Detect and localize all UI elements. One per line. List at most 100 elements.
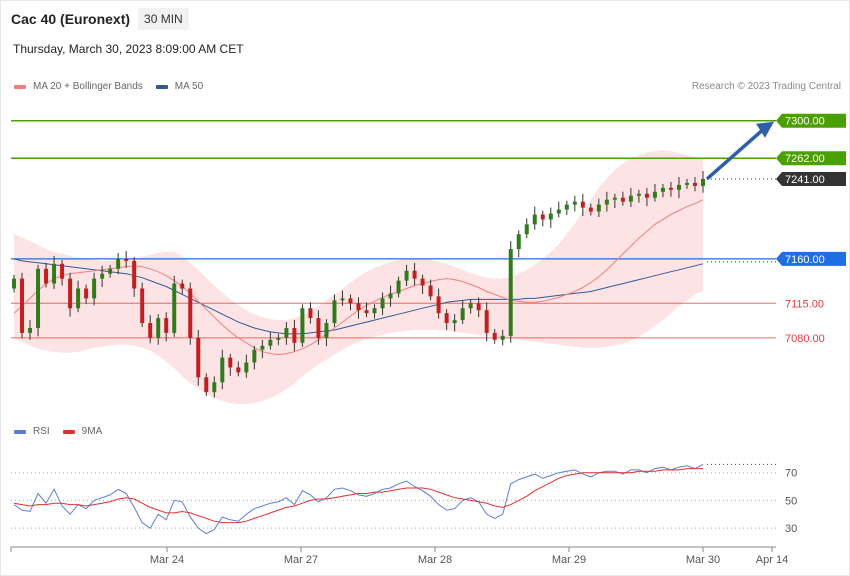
candle-body xyxy=(172,283,177,333)
candle-body xyxy=(620,197,625,202)
candle-body xyxy=(164,318,169,333)
rsi-level-label: 30 xyxy=(785,523,797,535)
level-tag xyxy=(776,251,846,266)
candle-body xyxy=(116,258,121,269)
rsi-legend: RSI 9MA xyxy=(14,426,115,437)
candle-body xyxy=(701,178,705,186)
candle-body xyxy=(444,313,449,324)
candle-body xyxy=(396,280,401,294)
candle-body xyxy=(68,278,73,309)
bollinger-band xyxy=(14,150,703,404)
credit-text: Research © 2023 Trading Central xyxy=(691,81,841,92)
x-tick-label: Mar 28 xyxy=(418,554,452,566)
level-label-7241.00: 7241.00 xyxy=(776,171,846,186)
level-tag-text: 7160.00 xyxy=(785,254,825,266)
x-tick-label: Mar 27 xyxy=(284,554,318,566)
candle-body xyxy=(124,258,129,261)
candle-body xyxy=(348,298,353,304)
candle-body xyxy=(228,357,233,368)
level-label-7115.00: 7115.00 xyxy=(785,298,824,310)
candle-body xyxy=(508,249,513,336)
candle-body xyxy=(372,308,377,314)
x-tick-label: Apr 14 xyxy=(756,554,788,566)
candle-body xyxy=(276,337,281,340)
candle-body xyxy=(332,300,337,324)
candle-body xyxy=(156,318,161,338)
candle-body xyxy=(204,377,209,393)
candle-body xyxy=(340,298,345,301)
projection-arrowhead xyxy=(756,121,774,138)
candle-body xyxy=(52,263,57,284)
rsi-9ma-line xyxy=(13,468,703,524)
legend-item-ma20: MA 20 + Bollinger Bands xyxy=(14,81,143,92)
level-label-7262.00: 7262.00 xyxy=(776,151,846,166)
legend-item-ma50: MA 50 xyxy=(155,81,203,92)
candle-body xyxy=(628,195,633,202)
candle-body xyxy=(524,224,529,235)
candle-body xyxy=(420,278,425,286)
rsi-swatch xyxy=(14,429,26,434)
candle-body xyxy=(484,310,489,333)
candle-body xyxy=(380,298,385,309)
candle-body xyxy=(588,207,593,212)
candle-body xyxy=(316,318,321,338)
candle-body xyxy=(476,303,481,311)
candle-body xyxy=(548,213,553,220)
candle-body xyxy=(460,308,465,321)
legend-label: MA 20 + Bollinger Bands xyxy=(33,81,143,92)
legend-item-rsi: RSI xyxy=(14,426,50,437)
candle-body xyxy=(388,293,393,299)
ma50-line xyxy=(13,258,704,335)
x-tick-label: Mar 29 xyxy=(552,554,586,566)
ma50-swatch xyxy=(155,84,168,89)
timeframe-badge[interactable]: 30 MIN xyxy=(138,8,189,30)
candle-body xyxy=(404,270,409,281)
candle-body xyxy=(292,327,297,343)
level-tag-text: 7262.00 xyxy=(785,153,825,165)
main-legend: MA 20 + Bollinger Bands MA 50 xyxy=(14,81,216,92)
candle-body xyxy=(244,362,249,373)
candle-body xyxy=(76,288,81,309)
candle-body xyxy=(676,184,681,190)
candle-body xyxy=(468,303,473,309)
level-tag xyxy=(776,151,846,166)
candle-body xyxy=(284,327,289,338)
candle-body xyxy=(692,182,697,186)
level-tag-text: 7241.00 xyxy=(785,174,825,186)
candle-body xyxy=(132,260,137,289)
candle-body xyxy=(580,201,585,208)
candle-body xyxy=(644,193,649,198)
candle-body xyxy=(100,273,105,279)
candle-body xyxy=(500,335,505,340)
x-tick-label: Mar 24 xyxy=(150,554,184,566)
candle-body xyxy=(364,310,369,314)
candle-body xyxy=(412,270,417,279)
candle-body xyxy=(44,268,49,284)
level-label-7160.00: 7160.00 xyxy=(776,251,846,266)
ma20-swatch xyxy=(14,84,26,89)
candle-body xyxy=(180,283,185,289)
support-label: 7115.00 xyxy=(785,298,824,310)
level-label-7300.00: 7300.00 xyxy=(776,113,846,128)
candle-body xyxy=(188,288,193,338)
candle-body xyxy=(260,345,265,350)
candle-body xyxy=(252,349,257,363)
candle-body xyxy=(356,303,361,311)
level-label-7080.00: 7080.00 xyxy=(785,333,825,345)
support-label: 7080.00 xyxy=(785,333,825,345)
candle-body xyxy=(60,263,65,279)
header: Cac 40 (Euronext) 30 MIN xyxy=(11,8,189,30)
chart-datetime: Thursday, March 30, 2023 8:09:00 AM CET xyxy=(13,42,244,56)
candle-body xyxy=(20,278,25,333)
candle-body xyxy=(140,288,145,324)
level-tag xyxy=(776,113,846,128)
candle-body xyxy=(324,323,329,338)
candle-body xyxy=(236,367,241,373)
candle-body xyxy=(636,193,641,196)
projection-arrow-shaft xyxy=(705,127,766,181)
candle-body xyxy=(220,357,225,383)
candle-body xyxy=(596,204,601,212)
candle-body xyxy=(300,308,305,343)
candle-body xyxy=(532,214,537,225)
